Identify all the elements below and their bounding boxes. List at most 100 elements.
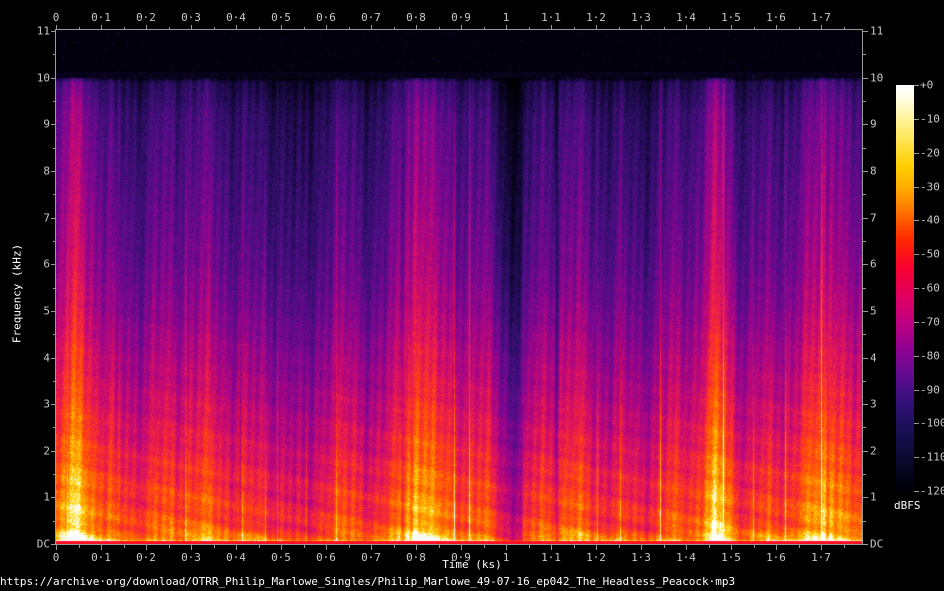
y-tick-label-left: 10: [36, 71, 50, 85]
y-tick-minor-right: [863, 101, 866, 102]
colorbar-tick: [914, 491, 919, 492]
x-tick-minor-bottom: [529, 545, 530, 548]
x-tick-major-bottom: [731, 545, 732, 550]
y-tick-label-right: 5: [870, 304, 877, 318]
y-tick-label-left: 3: [43, 397, 50, 411]
x-tick-minor-bottom: [349, 545, 350, 548]
colorbar-tick: [914, 119, 919, 120]
x-tick-label-bottom: 1·5: [721, 551, 741, 564]
colorbar-tick: [914, 85, 919, 86]
y-tick-label-right: 9: [870, 117, 877, 131]
x-tick-label-top: 1·2: [586, 11, 606, 24]
x-tick-label-bottom: 0·3: [181, 551, 201, 564]
x-tick-minor-top: [169, 27, 170, 30]
y-tick-minor-right: [863, 521, 866, 522]
spectrogram-plot: [56, 30, 862, 544]
colorbar-tick-label: -70: [920, 315, 940, 329]
y-tick-major-left: [51, 358, 56, 359]
x-tick-label-bottom: 0·8: [406, 551, 426, 564]
y-tick-major-right: [863, 264, 868, 265]
x-tick-major-top: [776, 25, 777, 30]
x-tick-minor-top: [529, 27, 530, 30]
x-tick-minor-top: [214, 27, 215, 30]
y-tick-minor-left: [53, 148, 56, 149]
y-tick-major-right: [863, 171, 868, 172]
colorbar-tick-label: -60: [920, 281, 940, 295]
x-tick-label-top: 0·1: [91, 11, 111, 24]
y-tick-label-right: 2: [870, 444, 877, 458]
x-tick-major-top: [686, 25, 687, 30]
x-tick-minor-top: [349, 27, 350, 30]
x-tick-major-bottom: [236, 545, 237, 550]
x-tick-minor-bottom: [79, 545, 80, 548]
y-tick-major-right: [863, 124, 868, 125]
colorbar-tick: [914, 254, 919, 255]
y-tick-major-right: [863, 404, 868, 405]
x-tick-major-bottom: [326, 545, 327, 550]
x-tick-minor-bottom: [214, 545, 215, 548]
x-tick-label-top: 0·4: [226, 11, 246, 24]
x-tick-label-bottom: 1·6: [766, 551, 786, 564]
y-tick-label-left: 9: [43, 117, 50, 131]
y-tick-minor-right: [863, 241, 866, 242]
x-tick-label-top: 0·5: [271, 11, 291, 24]
x-tick-minor-bottom: [664, 545, 665, 548]
y-tick-minor-left: [53, 427, 56, 428]
y-tick-label-left: 1: [43, 490, 50, 504]
y-tick-major-right: [863, 544, 868, 545]
x-tick-label-top: 1·4: [676, 11, 696, 24]
y-tick-label-left: 5: [43, 304, 50, 318]
y-tick-minor-right: [863, 194, 866, 195]
x-tick-minor-bottom: [574, 545, 575, 548]
colorbar-tick-label: -100: [920, 416, 944, 430]
x-tick-minor-bottom: [709, 545, 710, 548]
colorbar-tick-label: -10: [920, 112, 940, 126]
x-tick-minor-top: [844, 27, 845, 30]
colorbar-tick: [914, 423, 919, 424]
colorbar-tick-label: -50: [920, 247, 940, 261]
x-tick-major-top: [461, 25, 462, 30]
y-tick-label-right: 7: [870, 211, 877, 225]
x-tick-minor-top: [304, 27, 305, 30]
x-tick-minor-bottom: [169, 545, 170, 548]
x-tick-label-top: 0·2: [136, 11, 156, 24]
y-tick-label-left: 6: [43, 257, 50, 271]
y-tick-minor-right: [863, 474, 866, 475]
x-tick-minor-top: [124, 27, 125, 30]
x-tick-major-bottom: [146, 545, 147, 550]
plot-frame-right: [862, 29, 863, 545]
y-tick-minor-right: [863, 334, 866, 335]
x-tick-major-bottom: [776, 545, 777, 550]
x-tick-major-top: [281, 25, 282, 30]
x-tick-major-top: [821, 25, 822, 30]
x-tick-minor-top: [574, 27, 575, 30]
plot-frame-left: [55, 29, 56, 545]
x-tick-label-top: 0: [52, 11, 60, 24]
y-tick-label-left: 7: [43, 211, 50, 225]
y-tick-major-left: [51, 124, 56, 125]
colorbar-tick: [914, 457, 919, 458]
x-tick-label-bottom: 1·1: [541, 551, 561, 564]
x-tick-minor-bottom: [619, 545, 620, 548]
colorbar-tick: [914, 187, 919, 188]
y-tick-label-right: 6: [870, 257, 877, 271]
y-tick-minor-left: [53, 288, 56, 289]
x-tick-major-top: [236, 25, 237, 30]
y-tick-major-right: [863, 358, 868, 359]
y-tick-label-left: 8: [43, 164, 50, 178]
colorbar-tick-label: -110: [920, 450, 944, 464]
x-tick-major-bottom: [596, 545, 597, 550]
x-tick-major-bottom: [506, 545, 507, 550]
y-tick-major-left: [51, 171, 56, 172]
x-tick-major-top: [641, 25, 642, 30]
x-tick-label-top: 0·3: [181, 11, 201, 24]
y-tick-major-right: [863, 311, 868, 312]
x-tick-label-bottom: 0·1: [91, 551, 111, 564]
x-tick-major-bottom: [101, 545, 102, 550]
y-tick-major-left: [51, 497, 56, 498]
x-tick-label-bottom: 0·4: [226, 551, 246, 564]
y-axis-title: Frequency (kHz): [10, 243, 24, 344]
y-tick-minor-right: [863, 381, 866, 382]
x-tick-label-bottom: 0: [52, 551, 60, 564]
colorbar-tick-label: -80: [920, 349, 940, 363]
